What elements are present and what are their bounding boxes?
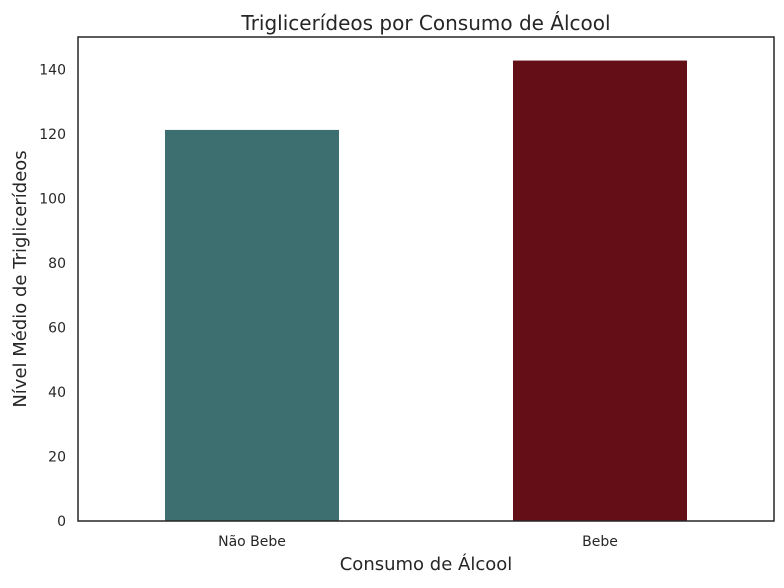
bar-0 [165, 129, 339, 522]
y-tick-label: 60 [48, 320, 66, 336]
plot-area [165, 60, 687, 522]
x-tick-label: Bebe [582, 534, 618, 550]
x-axis: Não Bebe Bebe [218, 534, 618, 550]
chart-title: Triglicerídeos por Consumo de Álcool [240, 11, 610, 35]
y-tick-label: 140 [39, 62, 66, 78]
y-axis-label: Nível Médio de Triglicerídeos [10, 150, 31, 407]
y-tick-label: 20 [48, 449, 66, 465]
x-axis-label: Consumo de Álcool [340, 553, 513, 575]
x-tick-label: Não Bebe [218, 534, 286, 550]
y-tick-label: 40 [48, 385, 66, 401]
plot-frame [77, 36, 775, 522]
y-tick-label: 120 [39, 127, 66, 143]
y-axis: 0 20 40 60 80 100 120 140 [39, 62, 66, 530]
y-tick-label: 80 [48, 256, 66, 272]
y-tick-label: 100 [39, 191, 66, 207]
bar-1 [513, 60, 687, 522]
y-tick-label: 0 [57, 514, 66, 530]
